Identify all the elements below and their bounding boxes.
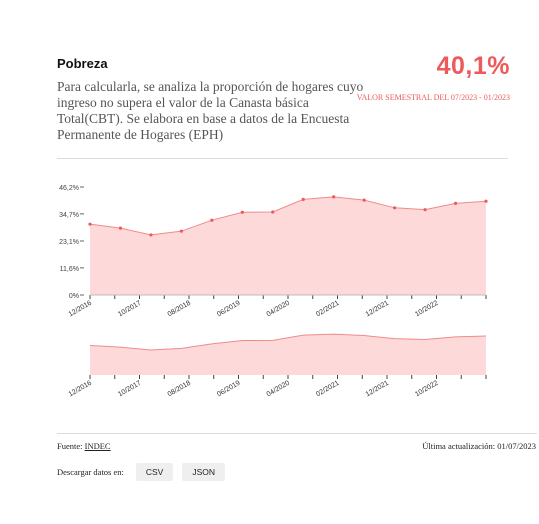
- data-point: [362, 198, 366, 202]
- data-point: [179, 229, 183, 233]
- navigator-tick-label: 12/2021: [365, 380, 391, 399]
- download-bar: Descargar datos en: CSV JSON: [57, 463, 226, 481]
- area-fill: [90, 196, 486, 295]
- data-point: [118, 226, 123, 230]
- navigator-line: [89, 333, 487, 351]
- source-link[interactable]: INDEC: [84, 441, 111, 451]
- divider-top: [57, 158, 508, 159]
- current-value-caption: VALOR SEMESTRAL DEL 07/2023 - 01/2023: [356, 93, 510, 102]
- y-tick-label: 11,6%: [60, 266, 79, 273]
- data-point: [210, 218, 214, 222]
- x-tick-label: 10/2017: [117, 300, 143, 319]
- x-tick-label: 04/2020: [266, 300, 292, 319]
- x-tick-label: 06/2019: [216, 300, 242, 319]
- data-point: [393, 206, 397, 210]
- data-point: [88, 222, 92, 226]
- x-tick-label: 02/2021: [315, 300, 341, 319]
- navigator-tick-label: 12/2016: [68, 380, 94, 399]
- data-point: [484, 199, 488, 203]
- navigator-tick-label: 06/2019: [216, 380, 242, 399]
- chart-title: Pobreza: [57, 56, 108, 71]
- data-point: [423, 208, 427, 212]
- poverty-area-chart[interactable]: 0% 11,6% 23,1% 34,7% 46,2% 12/2016 10/2017 08/2…: [0, 170, 539, 420]
- navigator-tick-label: 10/2022: [414, 380, 440, 399]
- y-tick-label: 0%: [69, 293, 79, 300]
- y-tick-label: 34,7%: [59, 212, 79, 219]
- navigator-tick-label: 02/2021: [315, 380, 341, 399]
- series-line: [89, 196, 487, 236]
- current-value: 40,1%: [436, 52, 510, 80]
- source-note: Fuente: INDEC: [57, 441, 111, 451]
- navigator-tick-label: 10/2017: [117, 380, 143, 399]
- last-updated: Última actualización: 01/07/2023: [422, 441, 536, 451]
- y-tick-label: 46,2%: [59, 185, 79, 192]
- navigator-tick-label: 08/2018: [167, 380, 193, 399]
- navigator-tick-label: 04/2020: [266, 380, 292, 399]
- x-tick-label: 12/2016: [68, 300, 94, 319]
- data-point: [332, 195, 336, 199]
- data-point: [453, 201, 458, 205]
- data-point: [301, 197, 305, 201]
- download-csv-button[interactable]: CSV: [135, 463, 174, 481]
- y-tick-label: 23,1%: [59, 239, 79, 246]
- x-tick-label: 12/2021: [365, 300, 391, 319]
- x-tick-label: 10/2022: [414, 300, 440, 319]
- data-point: [149, 233, 153, 237]
- download-label: Descargar datos en:: [57, 467, 124, 477]
- divider-bottom: [57, 433, 537, 434]
- x-tick-label: 08/2018: [167, 300, 193, 319]
- navigator-area: [90, 334, 486, 375]
- chart-description: Para calcularla, se analiza la proporció…: [57, 79, 364, 142]
- data-point: [240, 210, 244, 214]
- data-point: [271, 210, 275, 214]
- source-label: Fuente:: [57, 441, 83, 451]
- download-json-button[interactable]: JSON: [182, 463, 226, 481]
